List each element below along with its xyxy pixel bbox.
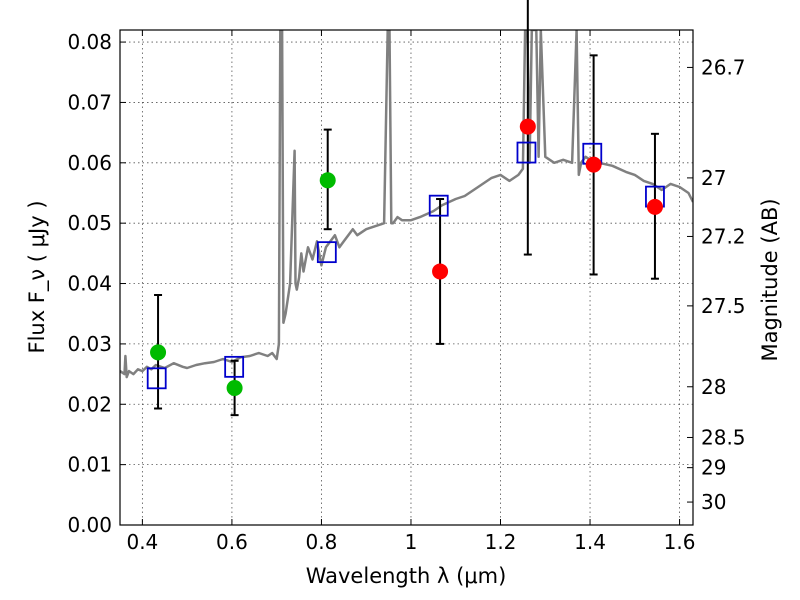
photometry-square xyxy=(316,241,337,264)
y2-tick-label: 27.2 xyxy=(701,224,746,248)
plot-background xyxy=(120,30,693,525)
observed-point xyxy=(646,198,663,215)
observed-point xyxy=(585,156,602,173)
observed-point xyxy=(432,263,449,280)
y2-axis-label: Magnitude (AB) xyxy=(758,198,782,361)
y-axis-label: Flux F_ν ( μJy ) xyxy=(25,200,50,353)
y-tick-label: 0.05 xyxy=(67,211,112,235)
x-tick-label: 0.6 xyxy=(216,530,248,554)
y2-tick-label: 27 xyxy=(701,166,726,190)
observed-point xyxy=(319,172,336,189)
x-tick-label: 1.2 xyxy=(485,530,517,554)
y-tick-label: 0.04 xyxy=(67,272,112,296)
photometry-square xyxy=(516,141,537,164)
y-tick-label: 0.00 xyxy=(67,513,112,537)
y2-tick-label: 29 xyxy=(701,456,726,480)
spectrum-line xyxy=(120,30,693,379)
y2-tick-label: 28.5 xyxy=(701,425,746,449)
x-tick-label: 1 xyxy=(405,530,418,554)
observed-point xyxy=(519,118,536,135)
x-tick-label: 0.8 xyxy=(306,530,338,554)
y-tick-label: 0.07 xyxy=(67,90,112,114)
markers xyxy=(146,118,665,396)
x-axis-label: Wavelength λ (μm) xyxy=(306,564,507,588)
y2-tick-label: 26.7 xyxy=(701,55,746,79)
y2-tick-label: 27.5 xyxy=(701,294,746,318)
x-tick-label: 0.4 xyxy=(126,530,158,554)
x-tick-label: 1.6 xyxy=(664,530,696,554)
ticks: 0.4 0.6 0.8 1 1.2 1.4 1.6 0.00 0.01 0.02 0.03 0.04 0… xyxy=(67,30,746,554)
observed-point xyxy=(150,344,167,361)
plot-area xyxy=(120,30,693,379)
y-tick-label: 0.02 xyxy=(67,392,112,416)
plot-frame xyxy=(119,29,694,526)
observed-point xyxy=(226,379,243,396)
y-tick-label: 0.03 xyxy=(67,332,112,356)
photometry-square xyxy=(146,367,167,390)
y2-tick-label: 28 xyxy=(701,375,726,399)
photometry-square xyxy=(428,194,449,217)
y2-tick-label: 30 xyxy=(701,490,726,514)
y-tick-label: 0.01 xyxy=(67,453,112,477)
photometry-square xyxy=(224,355,245,378)
y-tick-label: 0.06 xyxy=(67,151,112,175)
y-tick-label: 0.08 xyxy=(67,30,112,54)
x-tick-label: 1.4 xyxy=(574,530,606,554)
